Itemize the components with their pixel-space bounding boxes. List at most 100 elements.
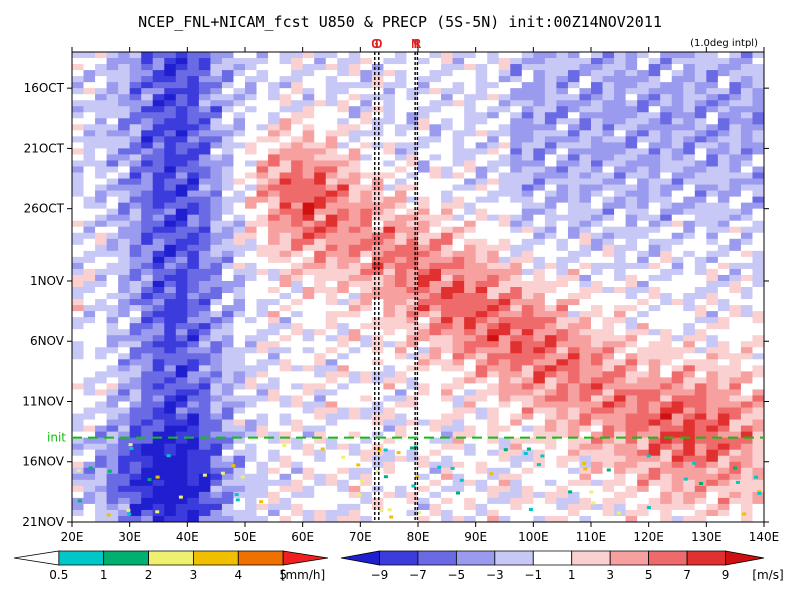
u850-cell [614,196,627,204]
u850-cell [429,485,442,493]
u850-cell [175,305,188,312]
u850-cell [418,220,431,228]
u850-cell [221,232,235,240]
u850-cell [464,389,477,397]
colorbar-swatch [103,550,149,566]
u850-cell [648,479,661,487]
u850-cell [129,82,142,89]
u850-cell [348,238,361,246]
u850-cell [198,226,211,234]
u850-cell [152,130,165,137]
u850-cell [487,280,500,288]
u850-cell [533,437,546,445]
u850-cell [567,274,581,282]
u850-cell [337,299,350,306]
u850-cell [95,100,108,107]
u850-cell [83,299,96,306]
u850-cell [325,299,338,306]
u850-cell [360,100,373,107]
u850-cell [95,250,108,258]
u850-cell [291,371,304,378]
u850-cell [233,479,246,487]
u850-cell [464,64,477,71]
u850-cell [164,305,177,312]
u850-cell [556,106,569,113]
u850-cell [268,106,281,113]
u850-cell [106,509,119,517]
u850-cell [498,130,511,137]
u850-cell [487,124,500,131]
u850-cell [221,172,235,180]
u850-cell [325,226,338,234]
u850-cell [740,136,754,143]
u850-cell [106,365,119,372]
u850-cell [175,479,188,487]
u850-cell [106,106,119,113]
u850-cell [337,353,350,360]
u850-cell [498,244,511,252]
u850-cell [129,256,142,264]
u850-cell [510,244,523,252]
u850-cell [752,94,764,101]
u850-cell [291,154,304,162]
u850-cell [683,407,696,415]
u850-cell [360,485,373,493]
u850-cell [441,455,454,463]
u850-cell [602,287,615,294]
u850-cell [198,124,211,131]
u850-cell [245,274,258,282]
u850-cell [521,112,534,119]
u850-cell [83,503,96,511]
u850-cell [337,431,350,439]
u850-cell [394,58,408,65]
u850-cell [441,383,454,391]
u850-cell [441,70,454,77]
u850-cell [314,317,327,324]
u850-cell [591,395,604,403]
u850-cell [579,509,592,517]
u850-cell [256,160,269,168]
u850-cell [360,497,373,505]
u850-cell [475,317,488,324]
u850-cell [740,166,754,174]
u850-cell [498,136,511,143]
u850-cell [475,401,488,409]
u850-cell [717,407,730,415]
u850-cell [118,94,131,101]
u850-cell [129,70,142,77]
u850-cell [418,256,431,264]
u850-cell [625,347,638,354]
u850-cell [441,112,454,119]
u850-cell [394,461,408,469]
u850-cell [221,437,235,445]
u850-cell [383,112,396,119]
u850-cell [671,148,684,156]
u850-cell [83,232,96,240]
init-line: init [47,431,764,445]
u850-cell [544,359,557,366]
u850-cell [245,238,258,246]
u850-cell [198,377,211,385]
u850-cell [337,287,350,294]
u850-cell [452,383,465,391]
u850-cell [544,268,557,276]
u850-cell [302,503,315,511]
u850-cell [187,413,200,421]
u850-cell [302,274,315,282]
u850-cell [233,443,246,451]
u850-cell [118,515,131,522]
u850-cell [671,407,684,415]
u850-cell [556,467,569,475]
u850-cell [348,407,361,415]
colorbar-tick-label: 7 [683,568,691,582]
u850-cell [740,353,754,360]
u850-cell [717,419,730,427]
u850-cell [371,88,384,95]
u850-cell [671,491,684,499]
u850-cell [164,238,177,246]
u850-cell [452,262,465,270]
u850-cell [118,407,131,415]
u850-cell [544,353,557,360]
u850-cell [729,515,742,522]
u850-cell [498,70,511,77]
